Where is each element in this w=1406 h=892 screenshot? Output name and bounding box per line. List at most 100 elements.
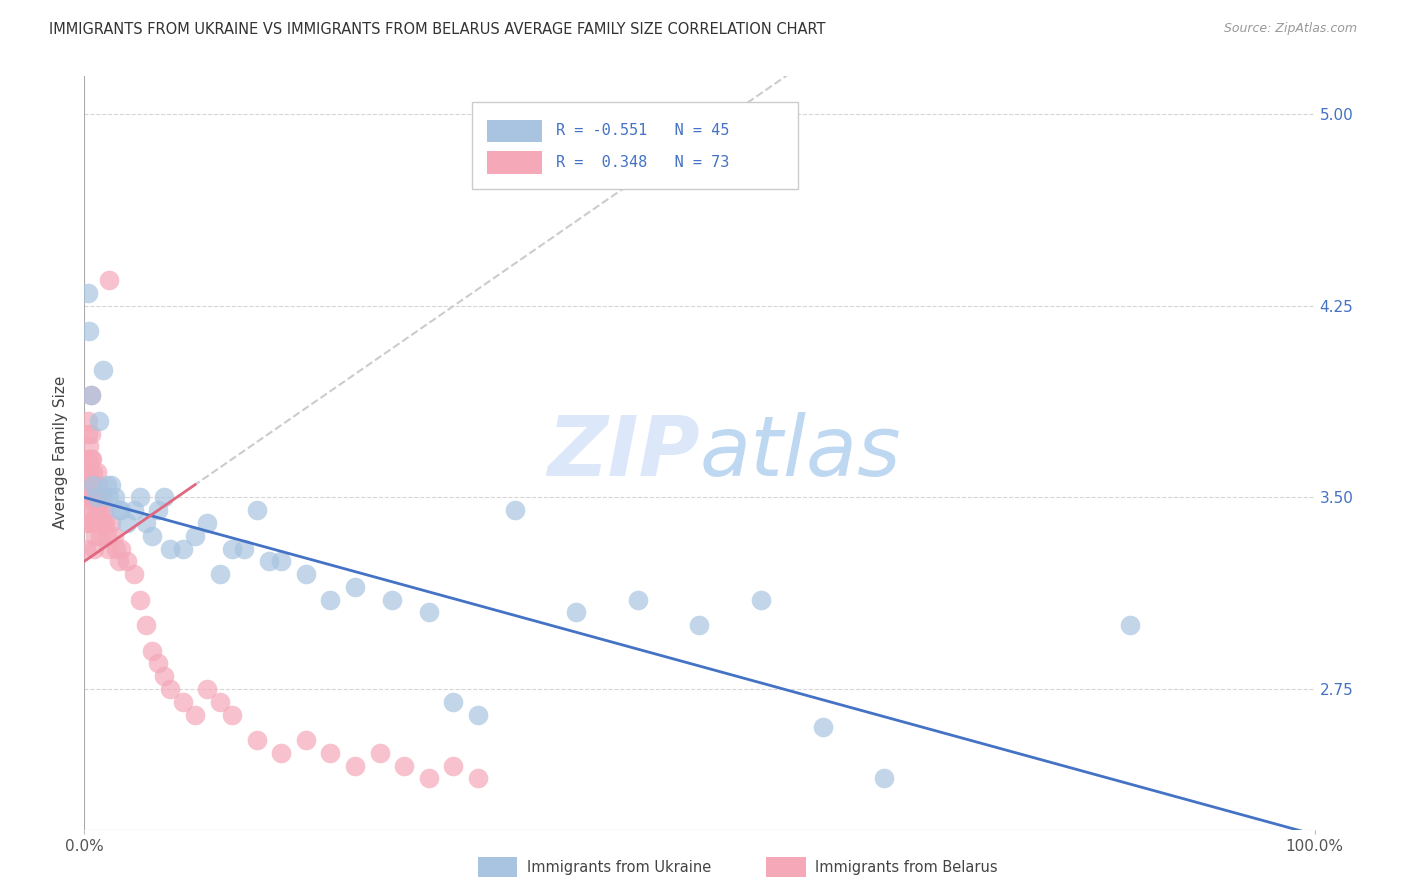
Point (83, 516, 105, 530)
Point (153, 491, 176, 505)
Point (82, 491, 104, 505)
Point (110, 541, 132, 556)
Point (108, 554, 131, 568)
Point (75, 541, 97, 556)
Point (76, 491, 98, 505)
Point (87, 503, 110, 517)
FancyBboxPatch shape (486, 120, 543, 142)
FancyBboxPatch shape (486, 151, 543, 174)
Point (368, 746, 391, 760)
Point (689, 618, 711, 632)
Point (79, 491, 101, 505)
Point (90, 516, 112, 530)
Point (270, 554, 292, 568)
Point (96, 529, 118, 543)
Point (148, 657, 170, 671)
Point (79, 388, 101, 402)
Point (141, 643, 163, 657)
Point (87, 477, 110, 491)
Text: Immigrants from Belarus: Immigrants from Belarus (815, 861, 998, 875)
Point (159, 541, 181, 556)
Point (128, 592, 150, 607)
Point (233, 541, 256, 556)
Point (79, 452, 101, 467)
Point (79, 426, 101, 441)
Point (295, 733, 318, 747)
Point (86, 491, 108, 505)
Point (811, 720, 834, 734)
Point (94, 516, 117, 530)
Point (89, 529, 111, 543)
Point (97, 541, 120, 556)
Point (79, 477, 101, 491)
Point (79, 439, 101, 453)
Point (117, 554, 139, 568)
Point (159, 681, 181, 696)
Point (79, 465, 101, 479)
Point (153, 669, 176, 683)
Point (87, 516, 111, 530)
Point (148, 503, 170, 517)
Point (135, 618, 157, 632)
Point (82, 516, 104, 530)
Point (418, 772, 440, 786)
Point (82, 477, 104, 491)
Point (246, 503, 269, 517)
Point (91, 491, 114, 505)
Point (82, 465, 104, 479)
Point (749, 592, 772, 607)
Point (80, 452, 103, 467)
Point (86, 465, 108, 479)
Point (197, 681, 219, 696)
Point (197, 516, 219, 530)
FancyBboxPatch shape (472, 103, 799, 189)
Point (221, 707, 243, 722)
Point (565, 606, 588, 620)
Point (172, 695, 194, 709)
Point (91, 516, 114, 530)
Text: Source: ZipAtlas.com: Source: ZipAtlas.com (1223, 22, 1357, 36)
Point (257, 554, 280, 568)
Point (87, 491, 111, 505)
Point (84, 529, 107, 543)
Point (77, 426, 100, 441)
Point (79, 388, 101, 402)
Point (83, 541, 105, 556)
Point (208, 695, 231, 709)
Point (443, 758, 465, 772)
Point (503, 503, 526, 517)
Point (76, 516, 98, 530)
Point (295, 567, 318, 582)
Point (79, 324, 101, 338)
Point (184, 529, 207, 543)
Point (89, 503, 111, 517)
Point (75, 491, 97, 505)
Point (76, 465, 98, 479)
Point (93, 503, 115, 517)
Point (344, 580, 367, 594)
Point (98, 273, 120, 287)
Point (344, 758, 367, 772)
Point (627, 592, 650, 607)
Point (86, 516, 108, 530)
Point (96, 477, 118, 491)
Text: atlas: atlas (700, 412, 901, 493)
Point (172, 541, 194, 556)
Point (418, 606, 440, 620)
Point (87, 414, 111, 428)
Point (77, 452, 100, 467)
Point (84, 503, 107, 517)
Point (141, 529, 163, 543)
Point (105, 541, 128, 556)
Point (75, 516, 97, 530)
Point (128, 491, 150, 505)
Point (77, 285, 100, 300)
Point (80, 503, 103, 517)
Point (319, 592, 342, 607)
Point (86, 491, 108, 505)
Point (91, 362, 114, 376)
Text: R =  0.348   N = 73: R = 0.348 N = 73 (555, 155, 728, 170)
Point (246, 733, 269, 747)
Point (184, 707, 207, 722)
Point (122, 567, 145, 582)
